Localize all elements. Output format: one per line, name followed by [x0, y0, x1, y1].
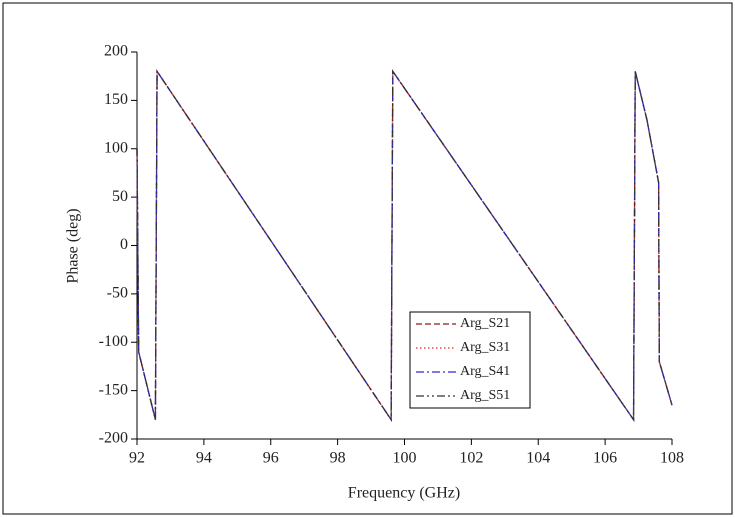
y-tick-label: 0: [120, 236, 128, 253]
legend-label: Arg_S21: [460, 316, 510, 331]
x-tick-label: 106: [593, 450, 617, 467]
y-tick-label: 100: [104, 139, 128, 156]
legend-label: Arg_S31: [460, 340, 510, 355]
y-tick-label: 50: [112, 188, 128, 205]
x-tick-label: 100: [393, 450, 417, 467]
chart: Frequency (GHz) Phase (deg) -200 -150 -100…: [0, 0, 735, 517]
x-axis-label: Frequency (GHz): [348, 485, 460, 502]
y-tick-label: 150: [104, 91, 128, 108]
y-tick-label: -150: [99, 381, 128, 398]
y-tick-label: 200: [104, 43, 128, 60]
y-tick-label: -100: [99, 333, 128, 350]
x-tick-label: 94: [196, 450, 212, 467]
x-tick-label: 108: [660, 450, 684, 467]
x-tick-label: 98: [330, 450, 346, 467]
x-tick-label: 92: [129, 450, 145, 467]
legend-label: Arg_S41: [460, 364, 510, 379]
legend: Arg_S21 Arg_S31 Arg_S41 Arg_S51: [410, 312, 530, 408]
y-tick-label: -50: [107, 285, 128, 302]
y-axis-label: Phase (deg): [65, 208, 82, 283]
x-tick-label: 96: [263, 450, 279, 467]
x-tick-label: 104: [526, 450, 550, 467]
legend-label: Arg_S51: [460, 388, 510, 403]
y-tick-label: -200: [99, 430, 128, 447]
x-tick-label: 102: [459, 450, 483, 467]
